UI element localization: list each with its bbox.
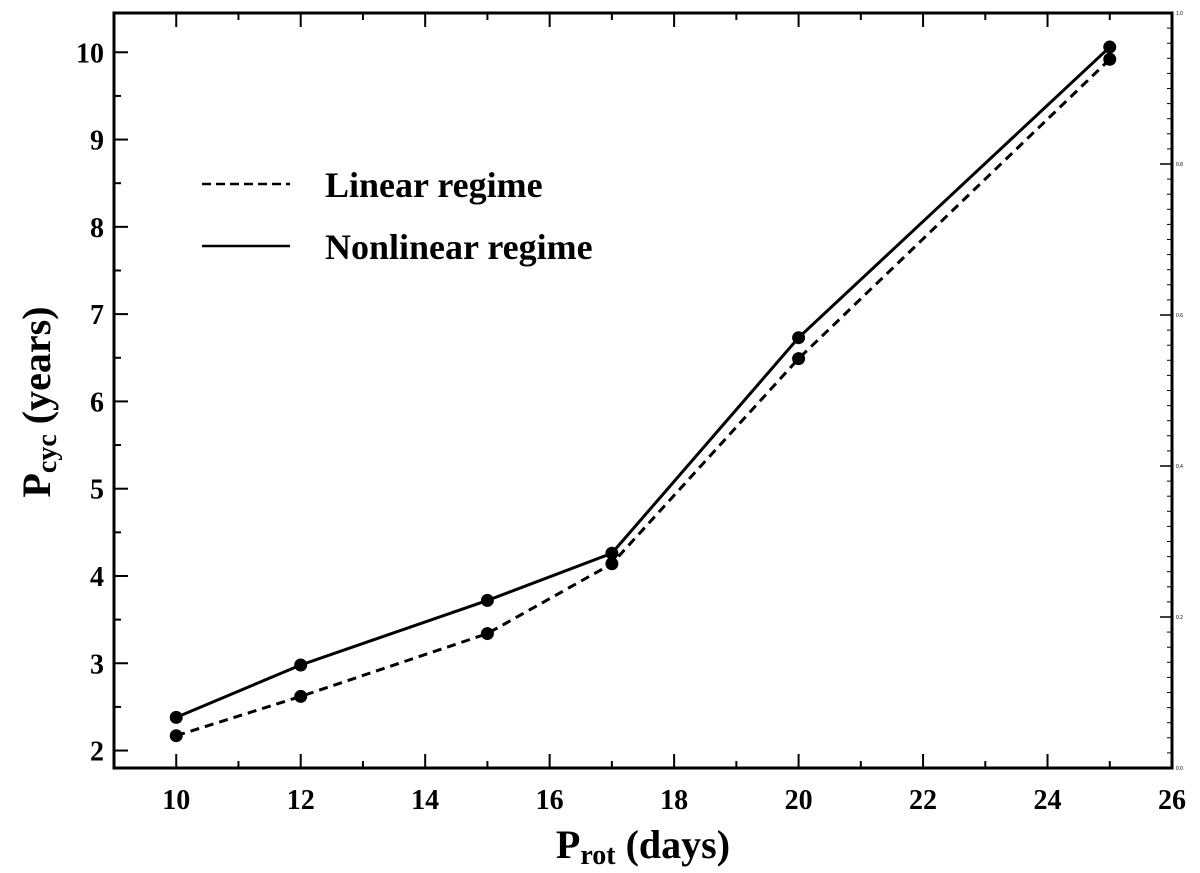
legend-label-1: Nonlinear regime	[325, 227, 593, 267]
y-tick-label: 10	[76, 38, 104, 69]
data-point-0	[605, 557, 619, 571]
x-axis-title: Prot (days)	[556, 822, 730, 871]
x-tick-label: 10	[162, 785, 190, 816]
x-tick-label: 16	[536, 785, 564, 816]
right-tick-label: 0.8	[1176, 162, 1183, 168]
series-line-1	[175, 45, 1111, 719]
series-layer	[169, 40, 1117, 743]
x-tick-label: 26	[1158, 785, 1186, 816]
right-tick-label: 1.0	[1176, 11, 1183, 17]
y-axis-title-sub: cyc	[32, 434, 63, 473]
x-axis-title-main: P	[556, 822, 580, 867]
x-tick-label: 12	[287, 785, 315, 816]
data-point-0	[1103, 52, 1117, 66]
y-axis-title: Pcyc (years)	[14, 306, 63, 497]
y-tick-label: 9	[90, 126, 104, 157]
y-axis-title-rest: (years)	[14, 306, 59, 434]
x-axis-title-sub: rot	[580, 840, 616, 871]
x-tick-label: 22	[909, 785, 937, 816]
data-point-0	[294, 689, 308, 703]
data-point-1	[792, 331, 806, 345]
plot-frame	[112, 11, 1174, 770]
y-tick-label: 5	[90, 475, 104, 506]
y-tick-label: 4	[90, 562, 104, 593]
right-tick-label: 0.0	[1176, 766, 1183, 772]
tick-labels: 10 12 14 16 18 20 22 24 26 2 3 4 5 6 7 8 9 10 0.0 0.2 0.4 0.6…	[76, 11, 1186, 816]
data-point-0	[169, 729, 183, 743]
y-tick-label: 3	[90, 649, 104, 680]
y-tick-label: 8	[90, 213, 104, 244]
x-tick-label: 18	[660, 785, 688, 816]
y-tick-label: 7	[90, 300, 104, 331]
y-tick-label: 2	[90, 737, 104, 768]
legend-label-0: Linear regime	[325, 165, 543, 205]
data-point-0	[792, 352, 806, 366]
data-point-1	[294, 658, 308, 672]
axis-ticks	[113, 12, 1173, 769]
x-tick-label: 14	[411, 785, 439, 816]
x-tick-label: 20	[785, 785, 813, 816]
x-tick-label: 24	[1034, 785, 1062, 816]
y-tick-label: 6	[90, 387, 104, 418]
right-tick-label: 0.2	[1176, 615, 1183, 621]
x-axis-title-rest: (days)	[616, 822, 730, 867]
y-axis-title-main: P	[14, 473, 59, 497]
right-tick-label: 0.6	[1176, 313, 1183, 319]
right-tick-label: 0.4	[1176, 464, 1183, 470]
legend: Linear regime Nonlinear regime	[202, 165, 593, 267]
data-point-1	[169, 710, 183, 724]
data-point-0	[480, 627, 494, 641]
series-line-0	[175, 58, 1111, 738]
data-point-1	[480, 593, 494, 607]
data-point-1	[605, 546, 619, 560]
data-point-1	[1103, 40, 1117, 54]
